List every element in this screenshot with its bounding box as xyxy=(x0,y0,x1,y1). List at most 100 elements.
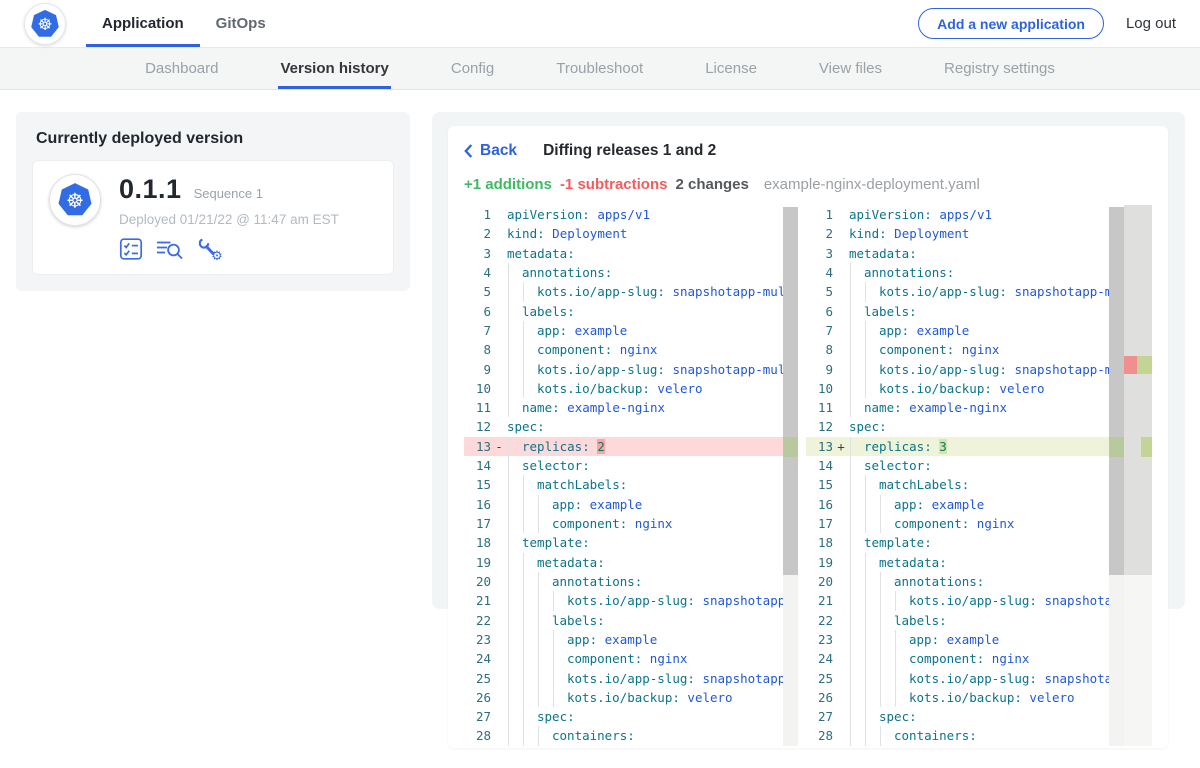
code-text: metadata: xyxy=(849,244,1124,263)
indent-guide xyxy=(865,378,866,399)
overview-ruler xyxy=(1124,205,1152,575)
yaml-key: kots.io/app-slug: xyxy=(567,593,695,609)
preflight-checks-icon[interactable] xyxy=(119,237,143,261)
indent-guide xyxy=(850,301,851,321)
indent-guide xyxy=(865,591,866,611)
line-number: 16 xyxy=(817,496,833,512)
line-number: 20 xyxy=(817,573,833,589)
tab-version-history[interactable]: Version history xyxy=(278,48,392,89)
diff-marker xyxy=(491,495,507,514)
yaml-value: example xyxy=(589,496,643,512)
scrollbar-change-marker xyxy=(783,437,798,457)
yaml-key: app: xyxy=(879,322,910,338)
indent-guide xyxy=(523,726,524,746)
diff-marker: + xyxy=(837,438,845,454)
yaml-key: annotations: xyxy=(894,573,985,589)
diff-marker xyxy=(491,205,507,224)
deploy-logs-icon[interactable] xyxy=(156,237,184,261)
code-text: metadata: xyxy=(507,244,798,263)
yaml-key: kind: xyxy=(849,226,887,242)
line-number: 18 xyxy=(475,535,491,551)
indent-guide xyxy=(880,494,881,514)
indent-guide xyxy=(523,378,524,399)
changes-count: 2 changes xyxy=(675,176,749,193)
line-number: 19 xyxy=(817,554,833,570)
diff-marker xyxy=(833,533,849,552)
yaml-key: apiVersion: xyxy=(849,207,932,222)
indent-guide xyxy=(508,398,509,418)
indent-guide xyxy=(865,475,866,495)
indent-guide xyxy=(508,475,509,495)
indent-guide xyxy=(850,262,851,283)
yaml-value: snapshotapp-multi xyxy=(1044,593,1124,609)
indent-guide xyxy=(850,282,851,302)
indent-guide xyxy=(508,668,509,688)
code-text: metadata: xyxy=(849,552,1124,572)
line-number: 1 xyxy=(825,207,833,222)
add-new-application-button[interactable]: Add a new application xyxy=(918,8,1104,39)
indent-guide xyxy=(895,668,896,688)
yaml-key: name: xyxy=(522,400,560,416)
diff-marker xyxy=(833,456,849,475)
diff-marker: - xyxy=(495,438,503,454)
yaml-key: kots.io/backup: xyxy=(879,380,992,396)
app-logo[interactable]: ☸ xyxy=(24,2,66,45)
indent-guide xyxy=(850,726,851,746)
yaml-value: nginx xyxy=(976,516,1015,531)
diff-marker xyxy=(491,263,507,282)
line-number: 14 xyxy=(817,458,833,474)
line-number: 4 xyxy=(825,264,833,280)
tab-view-files[interactable]: View files xyxy=(818,60,883,77)
indent-guide xyxy=(880,629,881,650)
code-line-6: 6 labels: xyxy=(806,301,1152,321)
code-text: component: nginx xyxy=(507,649,798,669)
diff-card: Back Diffing releases 1 and 2 +1 additio… xyxy=(448,126,1168,748)
yaml-key: template: xyxy=(864,535,932,551)
indent-guide xyxy=(865,340,866,360)
tab-registry-settings[interactable]: Registry settings xyxy=(944,60,1055,77)
yaml-value: snapshotapp-multi xyxy=(1014,284,1124,300)
logout-button[interactable]: Log out xyxy=(1125,15,1176,32)
additions-count: +1 additions xyxy=(464,176,552,193)
indent-guide xyxy=(523,514,524,534)
tab-dashboard[interactable]: Dashboard xyxy=(145,60,219,77)
code-line-7: 7 app: example xyxy=(464,320,798,341)
code-line-11: 11 name: example-nginx xyxy=(464,398,798,418)
code-text: kots.io/app-slug: snapshotapp-multi xyxy=(849,282,1124,302)
scrollbar-thumb[interactable] xyxy=(783,207,798,575)
indent-guide xyxy=(850,533,851,553)
line-number: 18 xyxy=(817,535,833,551)
diff-pane-original[interactable]: 1 apiVersion: apps/v1 2 kind: Deployment 3 me… xyxy=(464,205,798,746)
line-number: 13 xyxy=(817,438,833,454)
scrollbar-track[interactable] xyxy=(783,575,798,746)
indent-guide xyxy=(553,687,554,708)
indent-guide xyxy=(523,359,524,379)
indent-guide xyxy=(508,359,509,379)
code-line-20: 20 annotations: xyxy=(464,571,798,592)
diff-marker xyxy=(491,688,507,707)
scrollbar-thumb[interactable] xyxy=(1109,207,1124,575)
tab-gitops[interactable]: GitOps xyxy=(215,15,266,32)
tab-config[interactable]: Config xyxy=(450,60,495,77)
diff-marker xyxy=(833,553,849,572)
version-number: 0.1.1 xyxy=(119,174,182,204)
indent-guide xyxy=(538,591,539,611)
indent-guide xyxy=(850,320,851,341)
tab-troubleshoot[interactable]: Troubleshoot xyxy=(556,60,644,77)
tab-application[interactable]: Application xyxy=(86,0,200,47)
scrollbar-track[interactable] xyxy=(1109,575,1124,746)
diff-marker xyxy=(833,417,849,436)
tab-license[interactable]: License xyxy=(705,60,757,77)
config-icon[interactable]: ⚙ xyxy=(197,237,223,261)
back-button[interactable]: Back xyxy=(464,142,517,160)
line-number: 27 xyxy=(475,709,491,725)
yaml-value: snapshotapp-multi xyxy=(1014,361,1124,377)
indent-guide xyxy=(508,552,509,572)
yaml-value: example xyxy=(946,631,1000,647)
indent-guide xyxy=(523,591,524,611)
diff-pane-modified[interactable]: 1 apiVersion: apps/v1 2 kind: Deployment 3 me… xyxy=(806,205,1152,746)
indent-guide xyxy=(850,610,851,630)
code-line-14: 14 selector: xyxy=(806,456,1152,476)
indent-guide xyxy=(865,649,866,669)
diff-marker xyxy=(491,360,507,379)
